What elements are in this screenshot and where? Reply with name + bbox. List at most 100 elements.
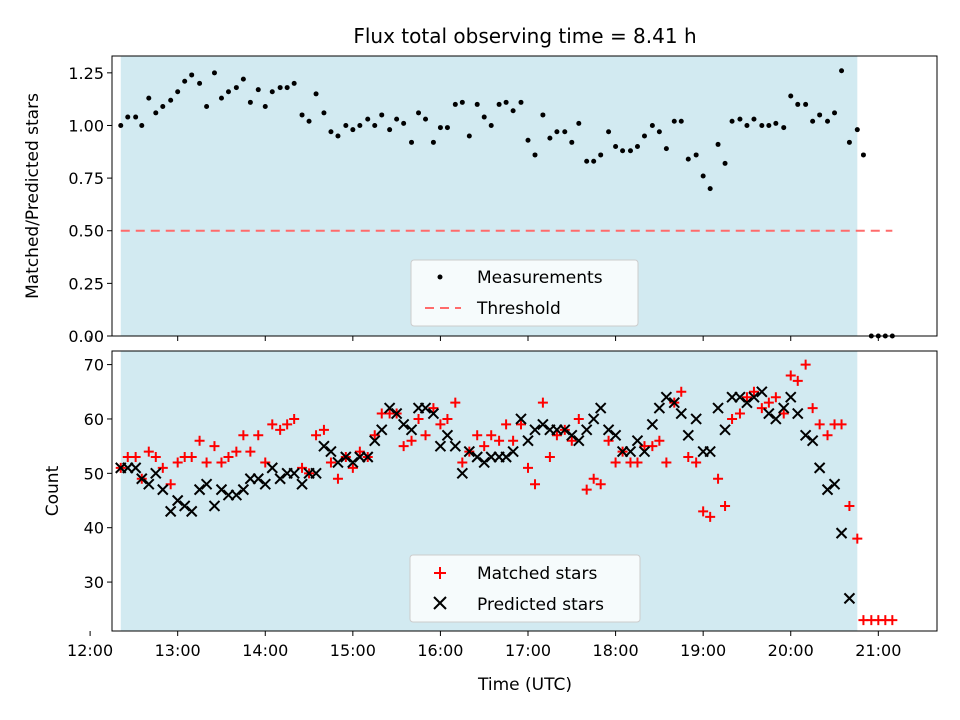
- measurement-point: [299, 112, 305, 118]
- matched-star-point: [130, 452, 141, 463]
- predicted-star-point: [478, 456, 490, 469]
- measurement-point: [839, 68, 845, 74]
- matched-star-point: [727, 413, 738, 424]
- predicted-star-point: [653, 402, 666, 414]
- measurement-point: [751, 116, 757, 122]
- matched-star-point: [691, 457, 702, 468]
- predicted-star-point: [185, 505, 198, 518]
- predicted-star-point: [624, 445, 637, 458]
- y-tick-label: 1.00: [68, 116, 104, 135]
- predicted-star-point: [143, 478, 155, 490]
- measurement-point: [510, 108, 516, 114]
- measurement-point: [277, 85, 283, 91]
- predicted-star-point: [594, 402, 607, 414]
- y-tick-label: 1.25: [68, 64, 104, 83]
- top-legend-box: [410, 259, 639, 327]
- measurement-point: [211, 70, 217, 76]
- measurement-point: [627, 148, 633, 154]
- matched-star-point: [186, 452, 197, 463]
- predicted-star-point: [821, 483, 834, 496]
- matched-star-point: [822, 430, 833, 441]
- matched-star-point: [435, 419, 446, 430]
- measurement-point: [773, 120, 779, 126]
- matched-star-point: [632, 457, 643, 468]
- measurement-point: [671, 118, 677, 124]
- predicted-star-point: [449, 440, 462, 452]
- matched-star-point: [698, 506, 709, 517]
- predicted-star-point: [208, 500, 221, 512]
- measurement-point: [365, 116, 371, 122]
- y-tick-label: 70: [84, 356, 104, 375]
- measurement-point: [474, 101, 480, 107]
- predicted-star-point: [318, 440, 330, 452]
- measurement-point: [532, 152, 538, 158]
- matched-star-point: [603, 435, 614, 446]
- predicted-star-point: [376, 424, 388, 436]
- x-tick-label: 17:00: [505, 641, 551, 660]
- count-points: [116, 360, 898, 626]
- measurement-point: [759, 122, 765, 128]
- measurement-point: [766, 122, 772, 128]
- measurement-point: [854, 127, 860, 133]
- predicted-star-point: [734, 391, 746, 403]
- predicted-star-point: [682, 429, 694, 441]
- top-panel: 0.00 0.25 0.50 0.75 1.00 1.25 Matched/Predict…: [23, 55, 938, 346]
- matched-star-point: [369, 430, 380, 441]
- matched-star-point: [325, 457, 336, 468]
- measurement-points: [118, 68, 895, 339]
- measurement-point: [269, 89, 275, 95]
- bottom-legend: Matched stars Predicted stars: [409, 554, 641, 623]
- matched-star-point: [720, 500, 731, 511]
- predicted-star-point: [164, 505, 177, 518]
- matched-star-point: [486, 430, 497, 441]
- measurement-point: [606, 129, 612, 135]
- matched-star-point: [530, 479, 541, 490]
- matched-star-point: [581, 484, 592, 495]
- matched-star-point: [713, 473, 724, 484]
- measurement-point: [125, 114, 131, 120]
- predicted-star-point: [507, 445, 519, 458]
- predicted-star-point: [712, 402, 724, 414]
- predicted-star-point: [369, 435, 381, 447]
- measurement-point: [591, 158, 597, 164]
- predicted-star-point: [419, 402, 432, 414]
- matched-star-point: [573, 413, 584, 424]
- y-tick-label: 0.00: [68, 327, 104, 346]
- measurement-point: [613, 144, 619, 150]
- predicted-star-point: [843, 592, 856, 605]
- matched-star-point: [267, 419, 278, 430]
- matched-star-point: [785, 370, 796, 381]
- matched-star-point: [347, 462, 358, 473]
- measurement-point: [387, 127, 393, 133]
- matched-star-point: [595, 479, 606, 490]
- matched-star-point: [852, 533, 863, 544]
- predicted-star-point: [463, 445, 476, 458]
- predicted-star-point: [325, 445, 337, 458]
- predicted-star-point: [296, 478, 308, 490]
- matched-star-point: [209, 441, 220, 452]
- matched-star-point: [260, 457, 271, 468]
- matched-star-point: [770, 392, 781, 403]
- measurement-point: [225, 89, 231, 95]
- measurement-point: [634, 144, 640, 150]
- measurement-point: [168, 97, 174, 103]
- predicted-star-point: [129, 462, 142, 474]
- measurement-point: [795, 101, 801, 107]
- predicted-star-point: [646, 418, 659, 431]
- matched-star-point: [807, 403, 818, 414]
- measurement-point: [394, 116, 400, 122]
- predicted-star-point: [785, 391, 797, 403]
- predicted-star-point: [347, 456, 359, 469]
- predicted-star-point: [178, 500, 191, 512]
- measurement-point: [444, 125, 450, 131]
- matched-star-point: [756, 403, 767, 414]
- measurement-point: [423, 116, 429, 122]
- matched-star-point: [676, 386, 687, 397]
- matched-star-point: [238, 430, 249, 441]
- measurement-point: [620, 148, 626, 154]
- matched-star-point: [420, 430, 431, 441]
- measurement-point: [233, 85, 239, 91]
- matched-star-point: [887, 615, 898, 626]
- measurement-point: [744, 122, 750, 128]
- predicted-star-point: [799, 429, 812, 441]
